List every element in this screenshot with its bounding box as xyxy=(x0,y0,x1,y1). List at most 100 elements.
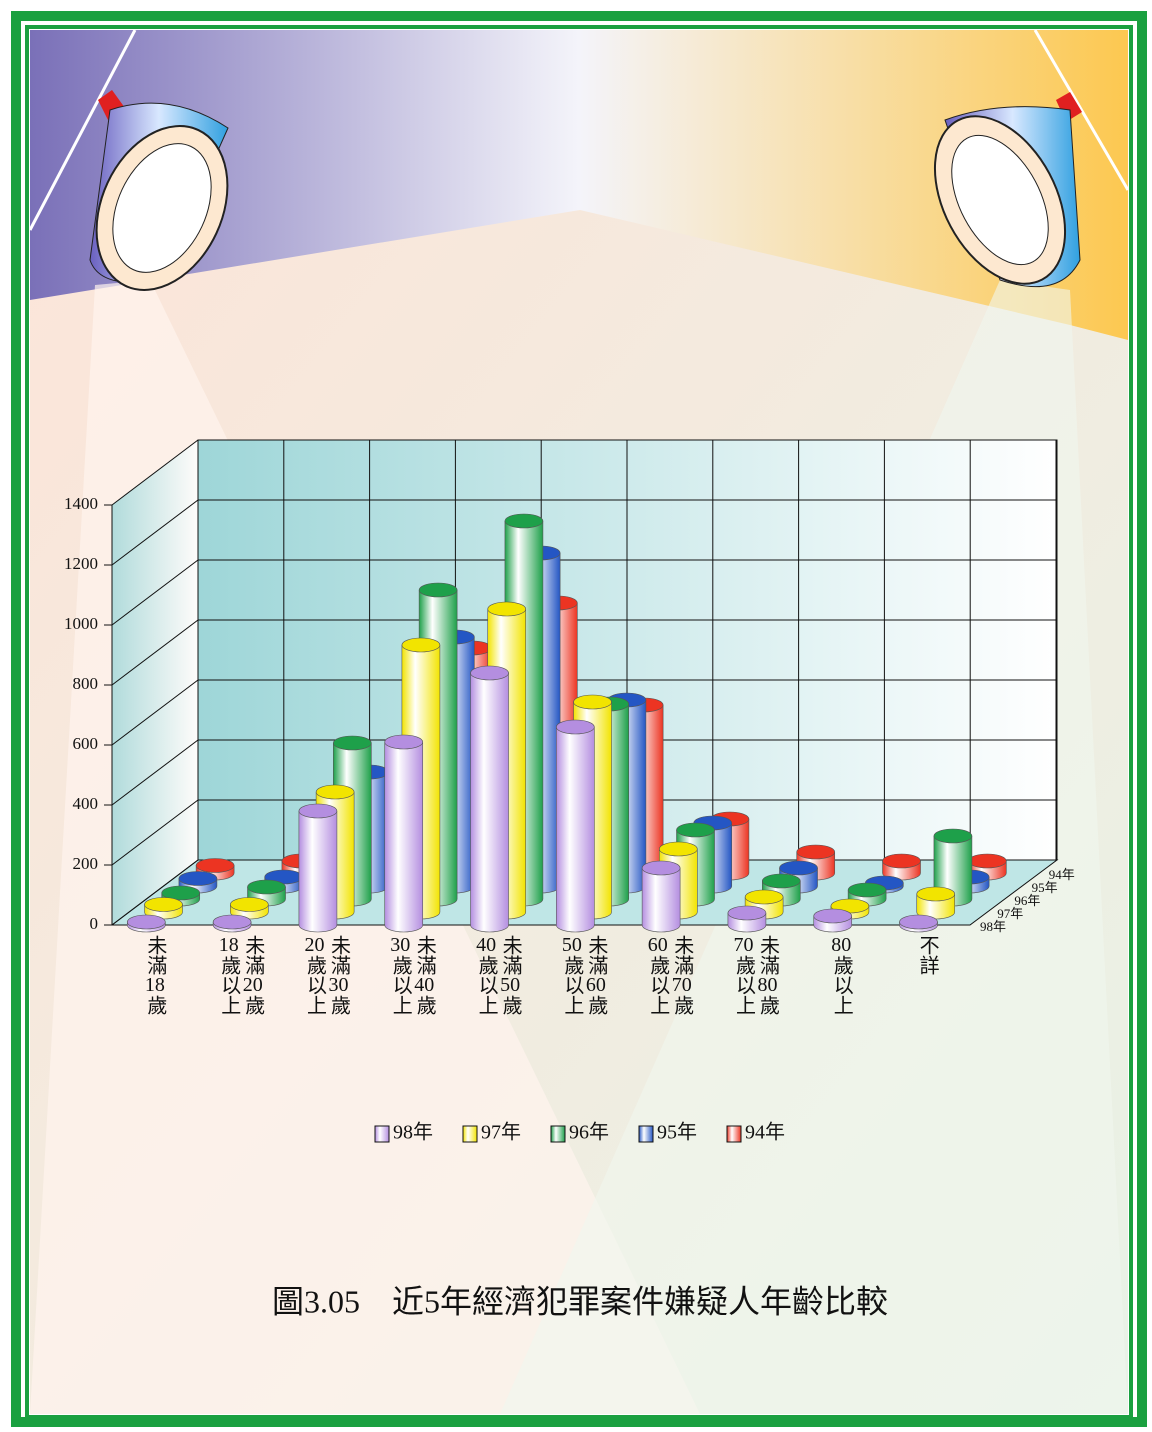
x-tick-label: 未滿18歲 xyxy=(143,935,166,1015)
x-tick-label: 30歲以上未滿40歲 xyxy=(389,935,436,1015)
y-tick-label: 1000 xyxy=(64,614,98,633)
bar-top xyxy=(727,905,767,921)
y-tick-label: 800 xyxy=(73,674,99,693)
bar-top xyxy=(762,873,801,889)
grid-line xyxy=(111,559,199,626)
bar xyxy=(384,734,424,933)
legend-swatch xyxy=(550,1125,566,1143)
legend-swatch xyxy=(726,1125,742,1143)
bar-top xyxy=(315,784,355,800)
bar-top xyxy=(779,860,818,876)
bar xyxy=(899,914,938,933)
y-tick-label: 200 xyxy=(73,854,99,873)
legend-swatch xyxy=(374,1125,390,1143)
bar-top xyxy=(744,889,784,905)
bar xyxy=(641,860,681,933)
grid-line xyxy=(111,499,199,566)
bar-top xyxy=(127,914,166,930)
bar-top xyxy=(470,665,509,681)
depth-label: 98年 xyxy=(980,919,1006,934)
bar-top xyxy=(487,601,527,617)
bar-top xyxy=(813,908,853,924)
bar-top xyxy=(230,897,269,912)
depth-label: 96年 xyxy=(1014,893,1040,908)
x-tick-label: 50歲以上未滿60歲 xyxy=(560,935,607,1015)
legend-label: 96年 xyxy=(569,1121,609,1144)
bar-top xyxy=(504,513,544,529)
bar xyxy=(882,853,921,881)
spotlight-left xyxy=(89,90,229,291)
bar-top xyxy=(144,897,183,912)
bar xyxy=(968,853,1007,881)
legend-label: 98年 xyxy=(393,1121,433,1144)
bar-top xyxy=(847,882,887,898)
x-tick-label: 20歲以上未滿30歲 xyxy=(303,935,350,1015)
legend-item: 97年 xyxy=(462,1121,521,1144)
bar xyxy=(127,914,166,933)
legend-item: 98年 xyxy=(374,1121,433,1144)
bar xyxy=(212,914,252,933)
bar-top xyxy=(659,841,698,857)
side-wall xyxy=(112,440,198,925)
bar-top xyxy=(676,822,715,838)
spotlight-right xyxy=(933,92,1082,288)
bar-top xyxy=(899,914,938,930)
x-tick-label: 40歲以上未滿50歲 xyxy=(475,935,522,1015)
bar xyxy=(727,905,767,933)
grid-line xyxy=(111,799,199,866)
depth-label: 95年 xyxy=(1032,880,1058,895)
frame xyxy=(11,11,1147,1427)
legend-item: 95年 xyxy=(638,1121,697,1144)
x-tick-label: 不詳 xyxy=(916,935,939,975)
bar-top xyxy=(298,803,338,819)
bar-top xyxy=(933,828,973,844)
bar-body xyxy=(556,726,595,933)
bar-top xyxy=(212,914,252,930)
bar-top xyxy=(333,735,372,751)
sky xyxy=(30,30,1128,340)
bar-body xyxy=(641,867,681,933)
y-tick-label: 1200 xyxy=(64,554,98,573)
bar-top xyxy=(418,582,458,598)
grid-line xyxy=(111,739,199,806)
x-tick-label: 60歲以上未滿70歲 xyxy=(646,935,693,1015)
grid-line xyxy=(111,439,199,506)
bar-body xyxy=(470,672,509,933)
legend-item: 96年 xyxy=(550,1121,609,1144)
bar xyxy=(298,803,338,933)
bar-top xyxy=(641,860,681,876)
bar-body xyxy=(384,741,424,933)
legend: 98年 97年 96年 95年 94年 xyxy=(374,1121,785,1144)
bar xyxy=(813,908,853,933)
y-tick-label: 600 xyxy=(73,734,99,753)
bar xyxy=(916,886,956,920)
y-tick-label: 1400 xyxy=(64,494,98,513)
chart-title: 圖3.05 近5年經濟犯罪案件嫌疑人年齡比較 xyxy=(272,1283,888,1319)
bar-top xyxy=(916,886,956,902)
grid-line xyxy=(111,859,199,926)
depth-label: 97年 xyxy=(997,906,1023,921)
y-tick-label: 0 xyxy=(90,914,99,933)
bar-top xyxy=(573,694,612,710)
bar-top xyxy=(401,637,441,653)
grid-line xyxy=(111,619,199,686)
legend-swatch xyxy=(462,1125,478,1143)
legend-swatch xyxy=(638,1125,654,1143)
y-tick-label: 400 xyxy=(73,794,99,813)
lamp-wire xyxy=(1033,29,1130,191)
legend-label: 94年 xyxy=(745,1121,785,1144)
bar-top xyxy=(247,879,286,895)
bar-top xyxy=(195,858,235,873)
lamp-wire xyxy=(28,29,137,231)
grid-line xyxy=(111,679,199,746)
bar-top xyxy=(556,719,595,735)
bar-top xyxy=(161,885,201,901)
bar-top xyxy=(882,853,921,869)
legend-label: 97年 xyxy=(481,1121,521,1144)
bar xyxy=(470,665,509,933)
x-tick-label: 18歲以上未滿20歲 xyxy=(217,935,264,1015)
bar-top xyxy=(968,853,1007,869)
bar xyxy=(556,719,595,933)
